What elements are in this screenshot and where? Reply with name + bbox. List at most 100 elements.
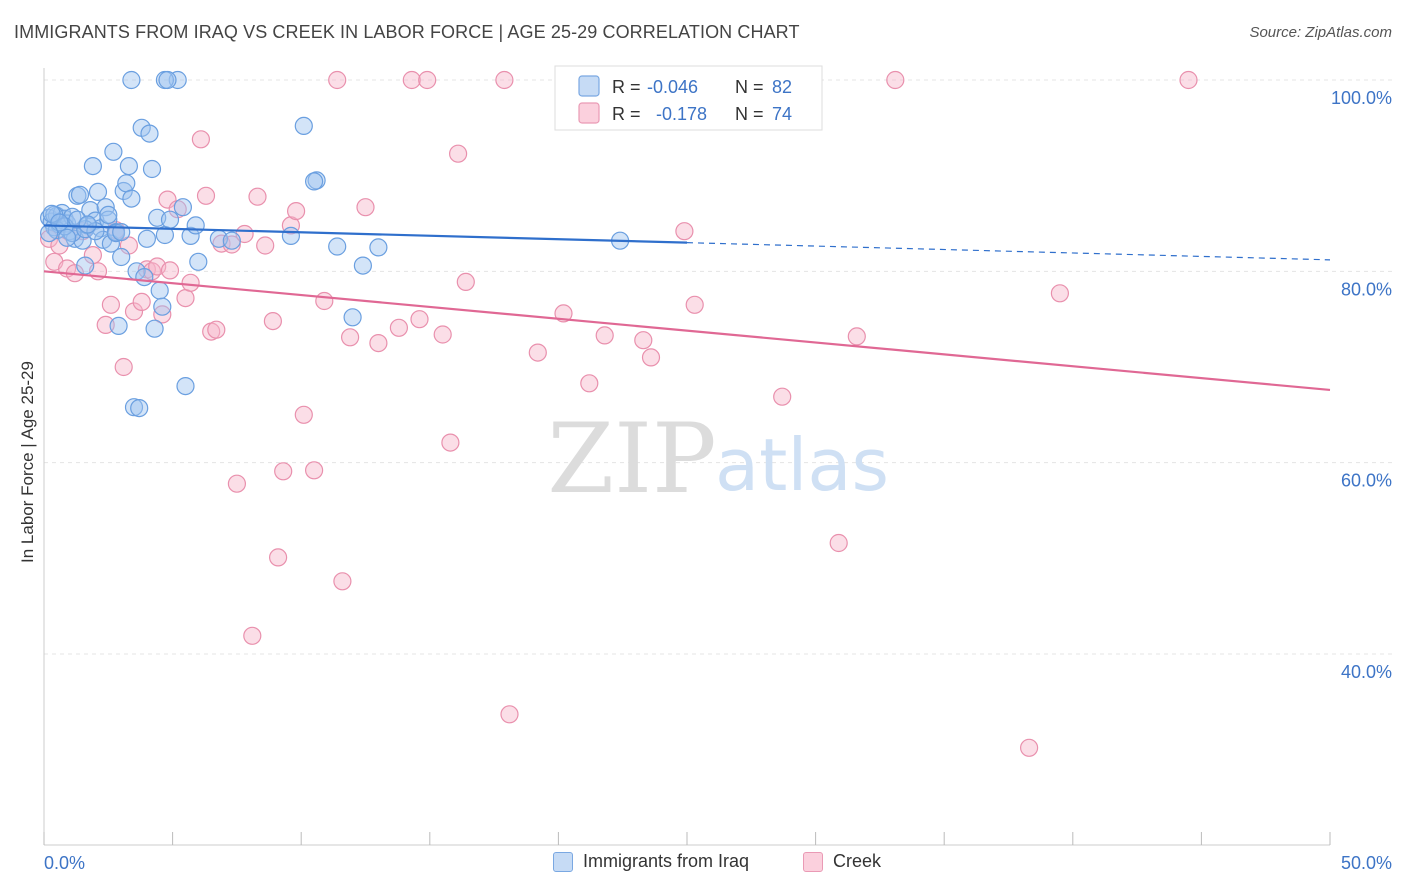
iraq-point-40 bbox=[142, 159, 162, 179]
creek-point-70 bbox=[886, 70, 905, 90]
legend-swatch-iraq bbox=[578, 75, 600, 97]
legend-creek-r-label: R = bbox=[612, 104, 641, 124]
creek-point-62 bbox=[634, 331, 653, 350]
y-tick-label-100: 100.0% bbox=[1331, 88, 1392, 108]
iraq-point-39 bbox=[140, 124, 159, 143]
iraq-point-63 bbox=[343, 308, 362, 327]
creek-point-20 bbox=[160, 261, 180, 280]
iraq-point-24 bbox=[101, 234, 121, 253]
iraq-trend-line bbox=[43, 224, 688, 244]
watermark-atlas: atlas bbox=[715, 423, 889, 507]
iraq-point-31 bbox=[119, 157, 138, 176]
creek-point-41 bbox=[305, 461, 324, 480]
creek-point-57 bbox=[500, 705, 519, 724]
creek-point-64 bbox=[675, 222, 694, 241]
legend-item-creek: Creek bbox=[803, 851, 881, 872]
iraq-point-48 bbox=[173, 198, 192, 217]
creek-point-56 bbox=[495, 70, 514, 90]
tick-labels: 40.0% 60.0% 80.0% 100.0% 0.0% 50.0% bbox=[44, 88, 1392, 873]
creek-point-69 bbox=[847, 327, 866, 346]
legend-swatch-creek-bottom bbox=[803, 851, 823, 872]
legend-item-iraq: Immigrants from Iraq bbox=[553, 851, 749, 872]
iraq-point-74 bbox=[112, 223, 131, 242]
y-tick-label-40: 40.0% bbox=[1341, 662, 1392, 682]
creek-point-52 bbox=[433, 325, 452, 344]
creek-point-40 bbox=[294, 405, 313, 424]
creek-point-13 bbox=[124, 302, 144, 321]
creek-point-43 bbox=[328, 70, 347, 90]
iraq-point-57 bbox=[222, 231, 241, 250]
iraq-point-64 bbox=[353, 256, 372, 275]
iraq-point-32 bbox=[122, 189, 141, 208]
creek-point-36 bbox=[269, 548, 288, 567]
legend-iraq-r-value: -0.046 bbox=[647, 77, 698, 97]
legend-swatch-iraq-bottom bbox=[553, 851, 573, 872]
creek-point-14 bbox=[132, 292, 151, 311]
creek-point-42 bbox=[315, 291, 334, 311]
iraq-point-43 bbox=[150, 281, 169, 300]
y-tick-label-60: 60.0% bbox=[1341, 471, 1392, 491]
creek-point-33 bbox=[248, 187, 267, 206]
chart-title: IMMIGRANTS FROM IRAQ VS CREEK IN LABOR F… bbox=[14, 22, 800, 42]
y-tick-label-80: 80.0% bbox=[1341, 279, 1392, 299]
iraq-point-27 bbox=[109, 316, 128, 335]
iraq-point-41 bbox=[145, 319, 164, 338]
creek-point-46 bbox=[356, 198, 375, 217]
creek-point-8 bbox=[96, 315, 115, 334]
creek-point-9 bbox=[101, 295, 121, 314]
iraq-point-17 bbox=[83, 157, 103, 176]
iraq-point-47 bbox=[168, 70, 187, 90]
legend-creek-n-label: N = bbox=[735, 104, 764, 124]
creek-point-25 bbox=[196, 186, 216, 205]
creek-point-55 bbox=[456, 272, 475, 291]
creek-point-11 bbox=[114, 357, 133, 377]
iraq-point-19 bbox=[88, 182, 108, 201]
x-tick-label-max: 50.0% bbox=[1341, 853, 1392, 873]
creek-point-61 bbox=[595, 326, 614, 345]
watermark: ZIP atlas bbox=[547, 403, 889, 515]
creek-point-27 bbox=[207, 320, 226, 339]
creek-point-32 bbox=[243, 626, 262, 645]
creek-point-48 bbox=[389, 318, 408, 337]
iraq-point-77 bbox=[68, 210, 87, 229]
iraq-point-81 bbox=[39, 224, 59, 243]
legend-creek-n-value: 74 bbox=[772, 104, 792, 124]
creek-point-51 bbox=[418, 70, 437, 90]
creek-point-60 bbox=[580, 374, 599, 393]
creek-trend-line bbox=[43, 270, 1331, 392]
iraq-trend-extension bbox=[686, 242, 1331, 261]
iraq-point-62 bbox=[328, 237, 347, 256]
iraq-point-49 bbox=[176, 377, 195, 396]
creek-point-71 bbox=[1019, 738, 1039, 757]
gridlines bbox=[44, 79, 1392, 655]
creek-point-59 bbox=[554, 304, 573, 323]
creek-point-30 bbox=[227, 474, 246, 493]
axes bbox=[43, 68, 1331, 846]
creek-point-39 bbox=[287, 202, 306, 221]
legend-creek-r-value: -0.178 bbox=[656, 104, 707, 124]
iraq-point-37 bbox=[135, 268, 154, 287]
legend-iraq-n-value: 82 bbox=[772, 77, 792, 97]
iraq-point-79 bbox=[57, 228, 77, 247]
creek-point-73 bbox=[1179, 70, 1198, 90]
creek-points bbox=[39, 70, 1198, 757]
creek-point-23 bbox=[181, 273, 200, 292]
creek-point-18 bbox=[153, 305, 172, 324]
source-label: Source: ZipAtlas.com bbox=[1249, 24, 1392, 41]
iraq-point-25 bbox=[104, 142, 123, 161]
creek-point-65 bbox=[685, 295, 704, 314]
creek-point-58 bbox=[528, 343, 547, 362]
iraq-point-53 bbox=[122, 70, 141, 90]
trend-lines bbox=[43, 224, 1331, 392]
creek-point-54 bbox=[449, 144, 468, 163]
legend-iraq-r-label: R = bbox=[612, 77, 641, 97]
creek-point-35 bbox=[263, 312, 282, 331]
iraq-point-35 bbox=[130, 399, 149, 418]
iraq-point-51 bbox=[186, 216, 205, 235]
iraq-point-50 bbox=[181, 226, 200, 245]
creek-point-49 bbox=[402, 70, 421, 90]
iraq-point-30 bbox=[117, 174, 136, 193]
iraq-point-78 bbox=[99, 205, 118, 224]
legend-label-creek: Creek bbox=[833, 851, 882, 871]
